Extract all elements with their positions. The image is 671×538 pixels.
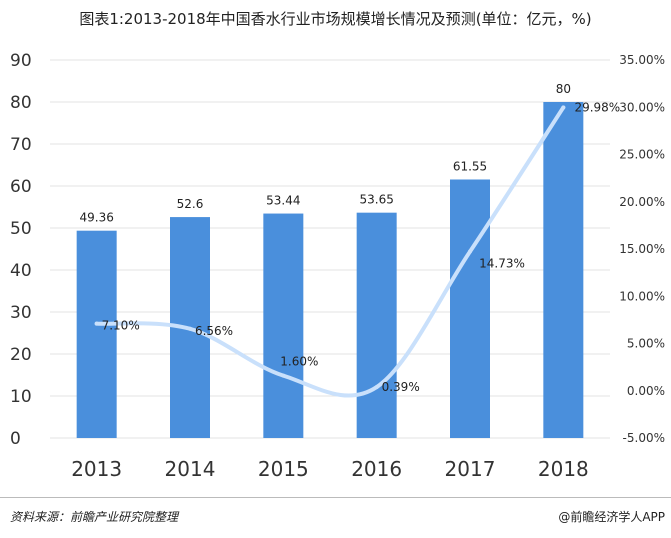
bar (450, 179, 490, 439)
x-tick-label: 2015 (258, 457, 309, 481)
y2-tick-label: -5.00% (623, 431, 665, 445)
y-tick-label: 30 (10, 303, 32, 323)
line-point (94, 321, 99, 326)
y2-tick-label: 10.00% (619, 289, 665, 303)
y2-tick-label: 15.00% (619, 242, 665, 256)
growth-line (94, 105, 566, 398)
y-tick-label: 40 (10, 261, 32, 281)
x-tick-label: 2016 (351, 457, 402, 481)
chart-title: 图表1:2013-2018年中国香水行业市场规模增长情况及预测(单位：亿元，%) (79, 10, 592, 28)
source-note: 资料来源：前瞻产业研究院整理 (10, 510, 179, 524)
brand-note: @前瞻经济学人APP (558, 510, 665, 524)
bar-value-label: 61.55 (453, 159, 487, 173)
line-value-label: 6.56% (195, 324, 233, 338)
line-value-label: 1.60% (280, 355, 318, 369)
footer-divider (0, 497, 671, 498)
y2-tick-label: 35.00% (619, 53, 665, 67)
line-value-label: 0.39% (382, 380, 420, 394)
y2-tick-label: 20.00% (619, 195, 665, 209)
x-tick-label: 2014 (165, 457, 216, 481)
y2-tick-label: 30.00% (619, 100, 665, 114)
y2-tick-label: 0.00% (627, 384, 665, 398)
y-tick-label: 60 (10, 177, 32, 197)
bar-value-label: 53.65 (359, 193, 393, 207)
line-point (281, 373, 286, 378)
bar (356, 212, 397, 438)
y-tick-label: 20 (10, 345, 32, 365)
bar (263, 213, 304, 438)
x-tick-label: 2017 (445, 457, 496, 481)
line-point (561, 105, 566, 110)
y2-tick-label: 5.00% (627, 337, 665, 351)
y-tick-label: 90 (10, 51, 32, 71)
y-tick-label: 10 (10, 387, 32, 407)
line-value-label: 29.98% (574, 100, 620, 114)
bar (543, 102, 584, 438)
y-tick-label: 80 (10, 93, 32, 113)
y-tick-label: 0 (10, 429, 21, 449)
bar-value-label: 53.44 (266, 194, 300, 208)
line-value-label: 14.73% (479, 257, 525, 271)
line-point (188, 326, 192, 331)
y2-tick-label: 25.00% (619, 148, 665, 162)
bar-value-label: 49.36 (79, 211, 113, 225)
y-tick-label: 50 (10, 219, 32, 239)
bar-value-label: 52.6 (177, 197, 204, 211)
x-tick-label: 2018 (538, 457, 589, 481)
line-point (374, 385, 379, 390)
bar-value-label: 80 (556, 82, 571, 96)
line-value-label: 7.10% (102, 319, 140, 333)
bar (76, 230, 117, 438)
y-tick-label: 70 (10, 135, 32, 155)
x-tick-label: 2013 (71, 457, 122, 481)
line-point (468, 249, 472, 254)
